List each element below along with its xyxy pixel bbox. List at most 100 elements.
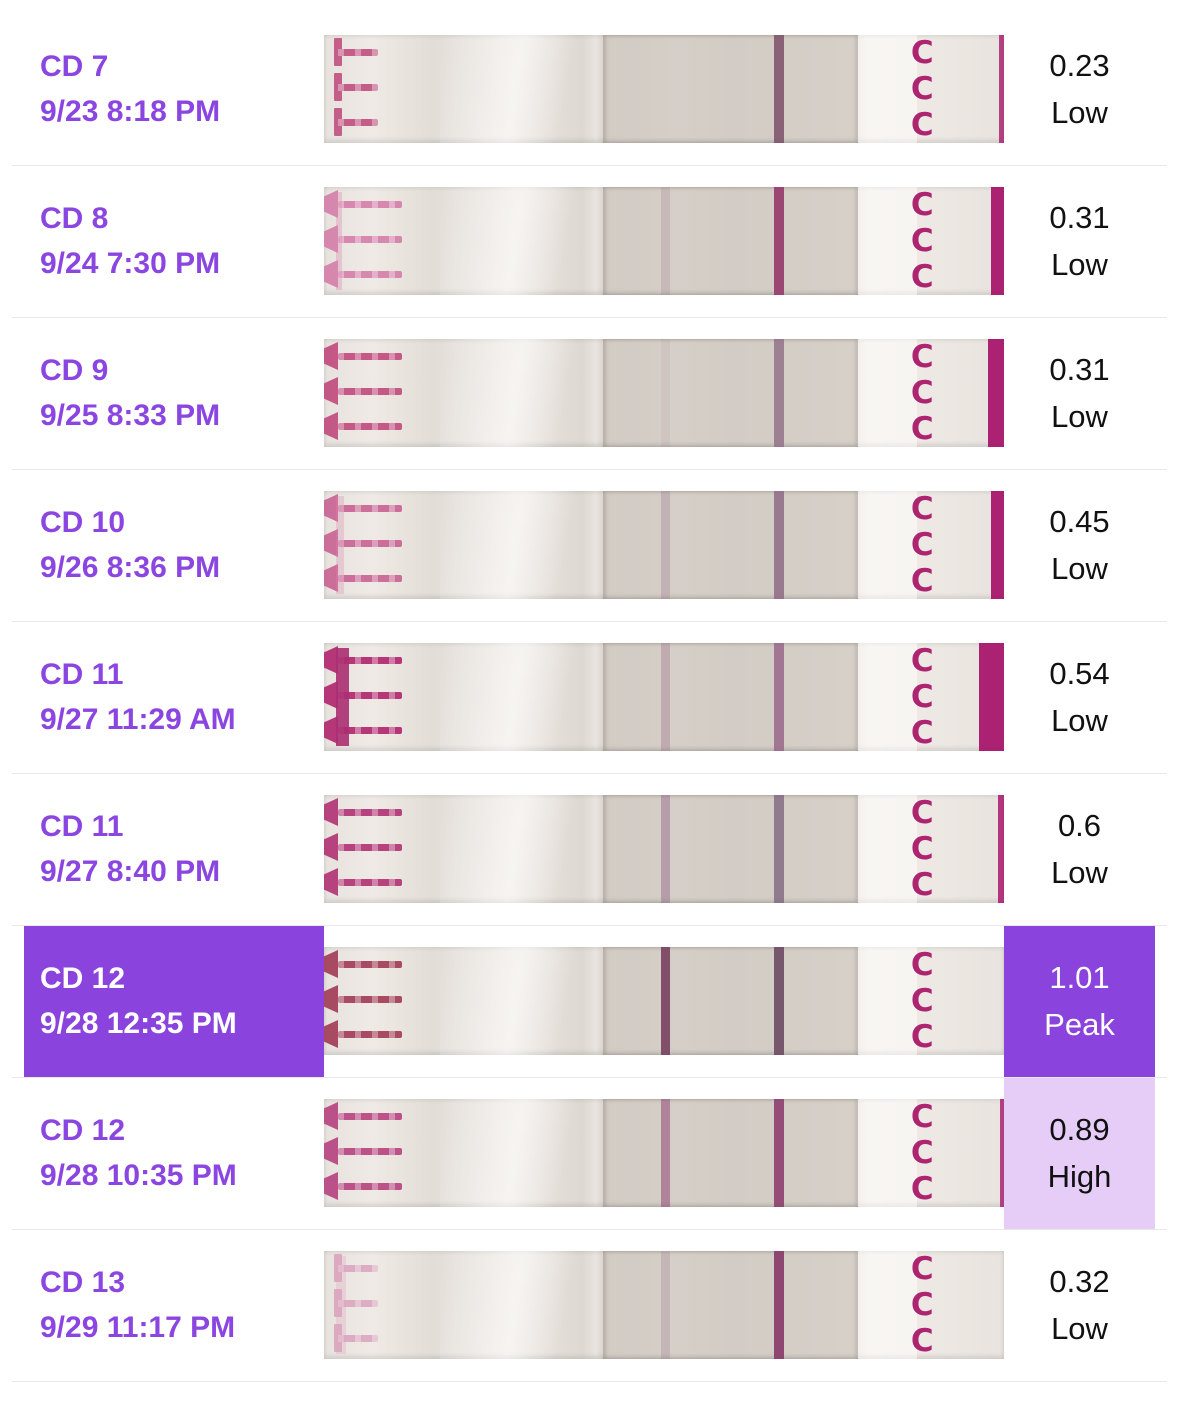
c-mark: C (910, 1251, 934, 1287)
c-mark: C (910, 795, 934, 831)
strip-left-edge-mark (336, 648, 349, 746)
strip-bright-area (858, 1099, 917, 1207)
arrow-mark (324, 646, 403, 674)
cycle-record-row[interactable]: CD 12 9/28 10:35 PM C C C (0, 1078, 1179, 1229)
arrow-mark (324, 716, 403, 744)
arrow-mark (333, 1289, 378, 1317)
cycle-record-row[interactable]: CD 11 9/27 11:29 AM C C C (0, 622, 1179, 773)
c-mark: C (910, 715, 934, 751)
strip-left-edge-mark (336, 496, 344, 594)
test-strip-photo[interactable]: C C C (324, 166, 1004, 317)
c-mark: C (910, 1019, 934, 1055)
strip-right-dye-band (991, 187, 1004, 295)
control-line (774, 35, 785, 143)
control-line (774, 491, 785, 599)
cycle-day-cell: CD 12 9/28 10:35 PM (24, 1078, 324, 1229)
result-status: High (1047, 1159, 1112, 1194)
result-status: Low (1051, 95, 1108, 130)
strip-result-window (602, 1099, 858, 1207)
c-mark: C (910, 831, 934, 867)
arrow-mark (324, 529, 403, 557)
arrow-mark (324, 225, 403, 253)
cycle-day-text: CD 12 (40, 962, 126, 995)
strip-bright-area (858, 187, 917, 295)
cycle-day-text: CD 9 (40, 354, 109, 387)
c-mark: C (910, 411, 934, 447)
strip-arrow-marks (324, 339, 630, 447)
arrow-mark (333, 1324, 378, 1352)
test-datetime-text: 9/29 11:17 PM (40, 1311, 236, 1344)
lh-test-strip-image: C C C (324, 643, 1004, 751)
arrow-mark (324, 985, 403, 1013)
strip-result-window (602, 491, 858, 599)
test-strip-photo[interactable]: C C C (324, 1230, 1004, 1381)
test-strip-photo[interactable]: C C C (324, 774, 1004, 925)
c-mark: C (910, 1099, 934, 1135)
lh-test-strip-image: C C C (324, 795, 1004, 903)
result-value: 0.54 (1049, 656, 1110, 691)
row-divider (12, 317, 1167, 318)
strip-right-dye-band (988, 339, 1004, 447)
c-mark: C (910, 1287, 934, 1323)
cycle-record-row[interactable]: CD 13 9/29 11:17 PM C C C (0, 1230, 1179, 1381)
test-datetime-text: 9/25 8:33 PM (40, 399, 221, 432)
strip-sheen-shading (439, 35, 610, 143)
arrow-mark (324, 868, 403, 896)
c-mark: C (910, 679, 934, 715)
strip-arrow-marks (324, 795, 630, 903)
result-cell: 0.89 High (1004, 1078, 1155, 1229)
result-cell: 0.32 Low (1004, 1230, 1155, 1381)
c-mark: C (910, 1135, 934, 1171)
test-datetime-text: 9/28 10:35 PM (40, 1159, 237, 1192)
test-strip-photo[interactable]: C C C (324, 1078, 1004, 1229)
cycle-record-row[interactable]: CD 12 9/28 12:35 PM C C C (0, 926, 1179, 1077)
c-mark: C (910, 375, 934, 411)
strip-right-dye-band (1000, 1099, 1004, 1207)
test-strip-photo[interactable]: C C C (324, 926, 1004, 1077)
row-divider (12, 469, 1167, 470)
cycle-record-row[interactable]: CD 9 9/25 8:33 PM C C C (0, 318, 1179, 469)
result-value: 0.31 (1049, 200, 1110, 235)
strip-c-marks: C C C (911, 1251, 934, 1359)
test-strip-photo[interactable]: C C C (324, 470, 1004, 621)
cycle-record-row[interactable]: CD 11 9/27 8:40 PM C C C (0, 774, 1179, 925)
strip-c-marks: C C C (911, 491, 934, 599)
result-status: Low (1051, 247, 1108, 282)
arrow-mark (324, 833, 403, 861)
test-line (661, 947, 671, 1055)
c-mark: C (910, 527, 934, 563)
lh-test-strip-image: C C C (324, 1099, 1004, 1207)
row-divider (12, 925, 1167, 926)
test-strip-photo[interactable]: C C C (324, 14, 1004, 165)
strip-c-marks: C C C (911, 795, 934, 903)
c-mark: C (910, 339, 934, 375)
strip-bright-area (858, 339, 917, 447)
cycle-record-row[interactable]: CD 8 9/24 7:30 PM C C C (0, 166, 1179, 317)
result-status: Low (1051, 703, 1108, 738)
test-results-list: CD 7 9/23 8:18 PM C C C (0, 14, 1179, 1382)
control-line (774, 339, 785, 447)
strip-left-edge-mark (336, 1256, 346, 1354)
result-value: 0.32 (1049, 1264, 1110, 1299)
strip-right-dye-band (991, 491, 1004, 599)
strip-arrow-marks (324, 947, 630, 1055)
strip-bright-area (858, 643, 917, 751)
c-mark: C (910, 867, 934, 903)
c-mark: C (910, 1323, 934, 1359)
cycle-record-row[interactable]: CD 10 9/26 8:36 PM C C C (0, 470, 1179, 621)
c-mark: C (910, 107, 934, 143)
strip-right-dye-band (979, 643, 1004, 751)
strip-sheen-shading (439, 339, 610, 447)
test-datetime-text: 9/23 8:18 PM (40, 95, 221, 128)
strip-c-marks: C C C (911, 35, 934, 143)
test-strip-photo[interactable]: C C C (324, 622, 1004, 773)
control-line (774, 643, 785, 751)
result-value: 0.45 (1049, 504, 1110, 539)
cycle-record-row[interactable]: CD 7 9/23 8:18 PM C C C (0, 14, 1179, 165)
strip-c-marks: C C C (911, 1099, 934, 1207)
result-cell: 0.31 Low (1004, 318, 1155, 469)
c-mark: C (910, 71, 934, 107)
test-line (661, 339, 671, 447)
arrow-mark (324, 412, 403, 440)
test-strip-photo[interactable]: C C C (324, 318, 1004, 469)
